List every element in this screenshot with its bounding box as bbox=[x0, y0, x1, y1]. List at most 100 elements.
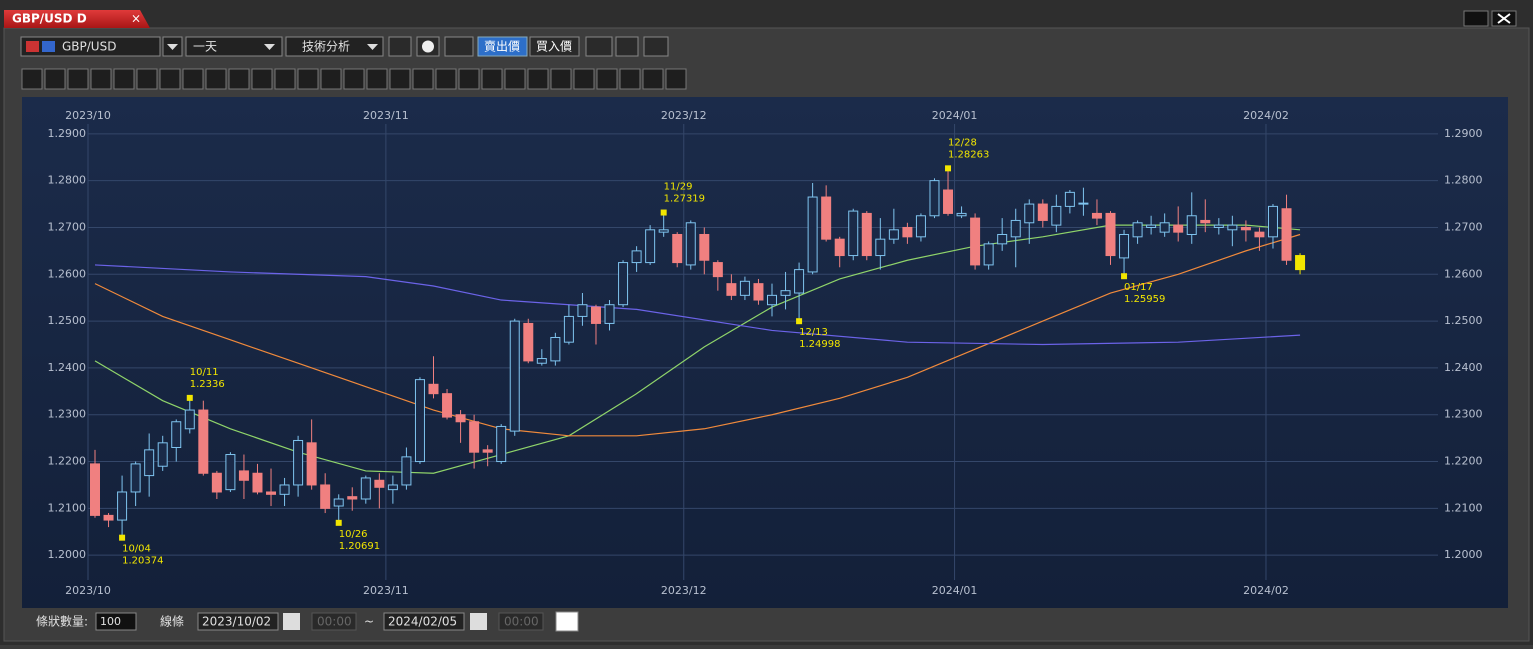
tool-button[interactable] bbox=[366, 68, 388, 90]
candle-body bbox=[1295, 255, 1306, 271]
candle-body bbox=[631, 250, 642, 264]
symbol-select[interactable] bbox=[20, 36, 161, 57]
tab[interactable] bbox=[4, 10, 150, 28]
candle-body bbox=[469, 421, 480, 453]
candle-body bbox=[428, 383, 439, 395]
tool-button[interactable] bbox=[90, 68, 112, 90]
from-date-input[interactable] bbox=[197, 612, 279, 631]
tool-button[interactable] bbox=[67, 68, 89, 90]
tool-button[interactable] bbox=[504, 68, 526, 90]
y-tick-label: 1.2500 bbox=[1444, 314, 1483, 327]
candle-body bbox=[875, 238, 886, 257]
tool-button[interactable] bbox=[388, 36, 412, 57]
candle-body bbox=[1078, 202, 1089, 205]
tool-button[interactable] bbox=[136, 68, 158, 90]
tool-button[interactable] bbox=[665, 68, 687, 90]
tool-button[interactable] bbox=[297, 68, 319, 90]
tool-button[interactable] bbox=[550, 68, 572, 90]
extreme-marker bbox=[945, 165, 952, 172]
y-tick-label: 1.2300 bbox=[48, 408, 87, 421]
tool-button[interactable] bbox=[642, 68, 664, 90]
annotation-date: 10/26 bbox=[339, 529, 368, 540]
candle-body bbox=[1037, 203, 1048, 221]
candle-body bbox=[604, 304, 615, 324]
chart: 1.2000 1.2000 1.2100 1.2100 1.2200 1.2200 1.23… bbox=[48, 109, 1483, 597]
close-icon bbox=[1497, 13, 1511, 24]
tool-button[interactable] bbox=[320, 68, 342, 90]
candle-body bbox=[1227, 224, 1238, 231]
tool-button[interactable] bbox=[619, 68, 641, 90]
tool-button[interactable] bbox=[113, 68, 135, 90]
calendar-button[interactable] bbox=[283, 613, 300, 630]
tool-button[interactable] bbox=[573, 68, 595, 90]
candle-body bbox=[1132, 222, 1143, 238]
to-date-input[interactable] bbox=[383, 612, 465, 631]
separator: ~ bbox=[364, 615, 374, 629]
tool-button[interactable] bbox=[44, 68, 66, 90]
candle-body bbox=[266, 491, 277, 495]
zoom-button[interactable] bbox=[643, 36, 669, 57]
tool-button[interactable] bbox=[159, 68, 181, 90]
tool-button[interactable] bbox=[412, 68, 434, 90]
candle-body bbox=[442, 393, 453, 418]
bars-label: 條狀數量: bbox=[36, 615, 88, 629]
candle-body bbox=[1091, 212, 1102, 219]
tool-button[interactable] bbox=[251, 68, 273, 90]
candle-body bbox=[279, 484, 290, 495]
candle-body bbox=[1119, 233, 1130, 259]
extreme-marker bbox=[660, 209, 667, 216]
from-time: 00:00 bbox=[317, 615, 352, 629]
calendar-button[interactable] bbox=[470, 613, 487, 630]
analysis-select[interactable] bbox=[285, 36, 384, 57]
annotation-date: 10/04 bbox=[122, 544, 151, 555]
candle-body bbox=[1146, 224, 1157, 228]
tool-button[interactable] bbox=[343, 68, 365, 90]
zoom-button[interactable] bbox=[615, 36, 639, 57]
candle-body bbox=[1173, 224, 1184, 233]
from-time-input[interactable] bbox=[311, 612, 357, 631]
y-tick-label: 1.2100 bbox=[48, 501, 87, 514]
tool-button[interactable] bbox=[435, 68, 457, 90]
annotation-date: 10/11 bbox=[190, 367, 219, 378]
y-tick-label: 1.2200 bbox=[1444, 455, 1483, 468]
candle-body bbox=[103, 514, 114, 521]
candle-body bbox=[699, 233, 710, 261]
tool-button[interactable] bbox=[481, 68, 503, 90]
sell-button[interactable] bbox=[477, 36, 528, 57]
candle-body bbox=[753, 283, 764, 301]
bars-input[interactable] bbox=[95, 612, 137, 631]
tool-button[interactable] bbox=[228, 68, 250, 90]
to-time-input[interactable] bbox=[498, 612, 544, 631]
tool-button[interactable] bbox=[444, 36, 474, 57]
candle-body bbox=[618, 262, 629, 306]
x-tick-label: 2023/11 bbox=[363, 109, 409, 122]
tool-button[interactable] bbox=[182, 68, 204, 90]
tab-close[interactable]: × bbox=[131, 12, 141, 26]
arrow bbox=[367, 44, 378, 50]
buy-button[interactable] bbox=[529, 36, 580, 57]
candle-body bbox=[726, 283, 737, 296]
annotation-value: 1.20691 bbox=[339, 541, 380, 552]
maximize-button[interactable] bbox=[1463, 10, 1489, 27]
y-tick-label: 1.2400 bbox=[1444, 361, 1483, 374]
tool-button[interactable] bbox=[527, 68, 549, 90]
candle-body bbox=[198, 409, 209, 474]
refresh-button[interactable] bbox=[555, 611, 579, 632]
x-tick-label: 2023/12 bbox=[661, 584, 707, 597]
candle-body bbox=[117, 491, 128, 521]
tool-button[interactable] bbox=[458, 68, 480, 90]
tool-button[interactable] bbox=[596, 68, 618, 90]
annotation-value: 1.27319 bbox=[664, 194, 705, 205]
tool-button[interactable] bbox=[274, 68, 296, 90]
tool-button[interactable] bbox=[205, 68, 227, 90]
period-select[interactable] bbox=[185, 36, 283, 57]
y-tick-label: 1.2900 bbox=[48, 127, 87, 140]
tool-button[interactable] bbox=[389, 68, 411, 90]
y-tick-label: 1.2800 bbox=[48, 174, 87, 187]
candle-body bbox=[888, 229, 899, 240]
candle-body bbox=[943, 189, 954, 214]
tool-button[interactable] bbox=[585, 36, 613, 57]
tool-button[interactable] bbox=[21, 68, 43, 90]
candle-body bbox=[645, 229, 656, 264]
